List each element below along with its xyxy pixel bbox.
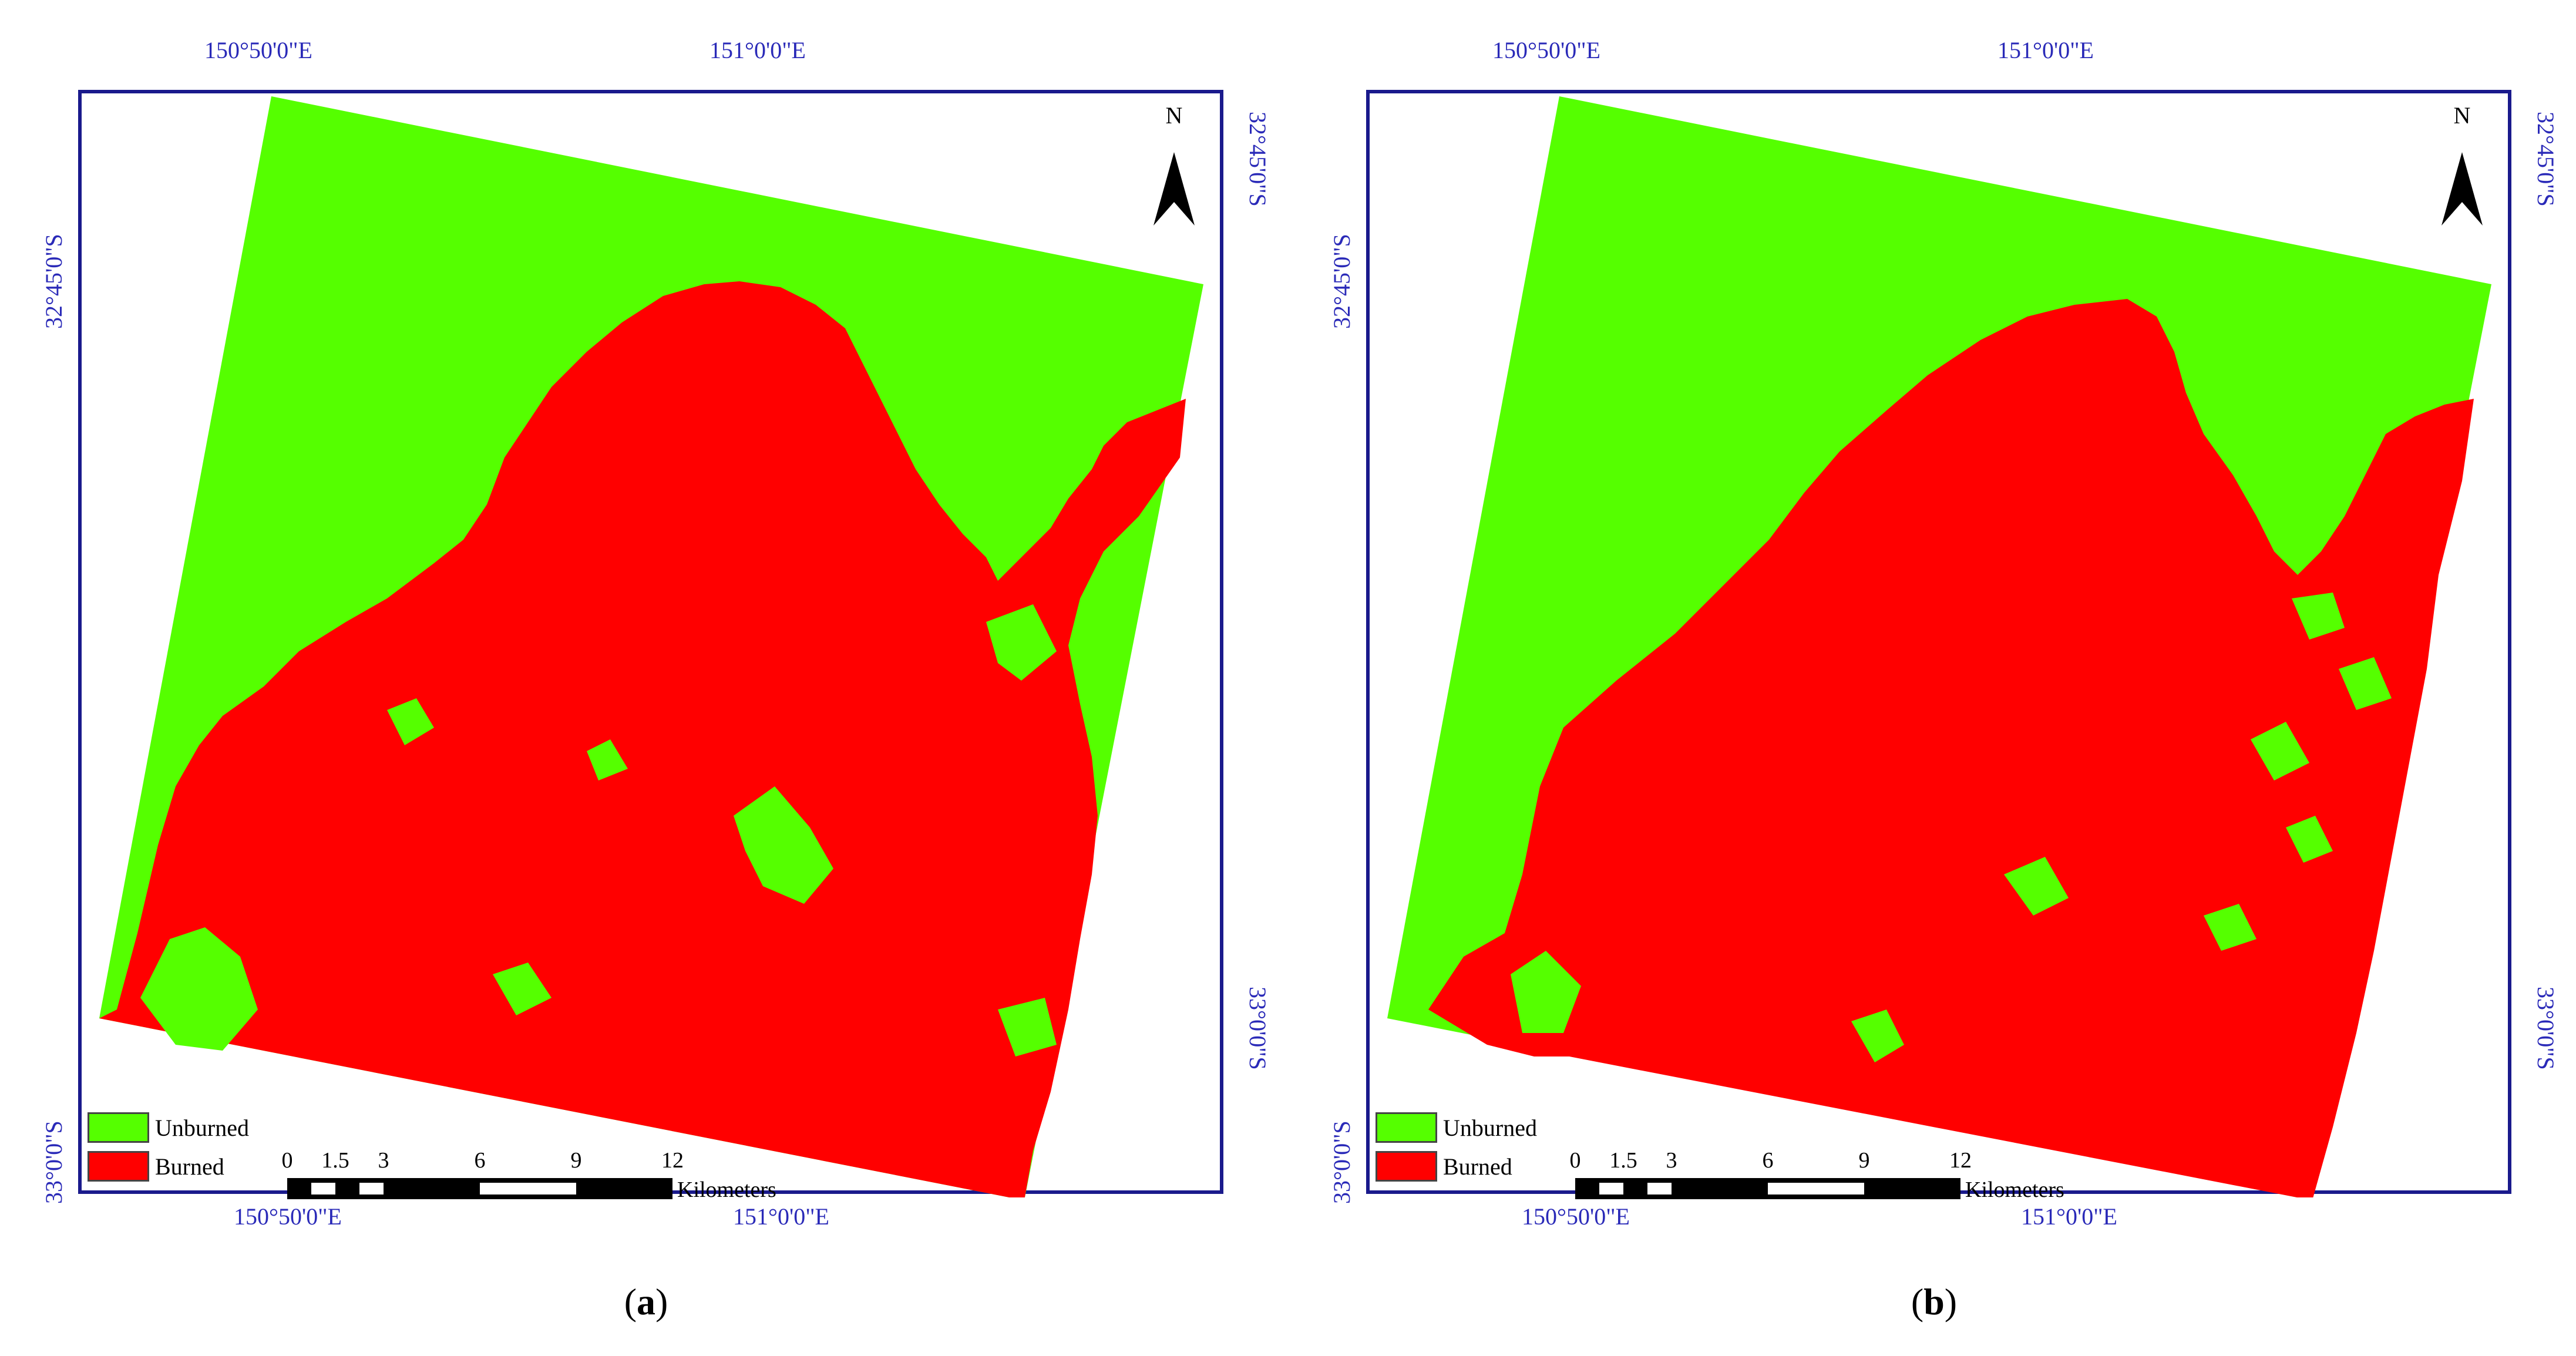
legend-item-unburned: Unburned: [1376, 1112, 1537, 1143]
legend: Unburned Burned: [88, 1112, 249, 1190]
legend-item-burned: Burned: [1376, 1151, 1537, 1182]
top-longitude-label: 151°0'0"E: [1997, 37, 2094, 63]
scale-tick-label: 1.5: [1609, 1148, 1637, 1173]
scale-tick-label: 3: [1666, 1148, 1677, 1173]
unburned-patch: [140, 927, 258, 1051]
burn-classification-map: [99, 96, 1203, 1197]
unburned-patch: [2004, 857, 2069, 916]
unburned-patch: [2251, 722, 2309, 780]
bottom-longitude-label: 150°50'0"E: [234, 1203, 342, 1230]
legend-swatch-burned: [1376, 1151, 1437, 1182]
legend-label: Unburned: [155, 1114, 249, 1141]
legend: Unburned Burned: [1376, 1112, 1537, 1190]
burned-area: [1428, 299, 2474, 1197]
unburned-patch: [493, 963, 551, 1015]
scale-tick-label: 3: [378, 1148, 389, 1173]
bottom-longitude-label: 151°0'0"E: [2021, 1203, 2117, 1230]
legend-label: Burned: [1443, 1153, 1512, 1180]
top-longitude-label: 150°50'0"E: [1492, 37, 1600, 63]
unburned-patch: [1511, 951, 1581, 1033]
scale-bar-segments: [287, 1178, 672, 1199]
unburned-patch: [734, 786, 833, 904]
north-arrow-icon: [1154, 152, 1195, 226]
unburned-patch: [2339, 657, 2392, 710]
unburned-patch: [2204, 904, 2256, 951]
unburned-patch: [2286, 816, 2333, 863]
scale-tick-label: 12: [661, 1148, 684, 1173]
scale-tick-label: 9: [1858, 1148, 1870, 1173]
scale-tick-label: 12: [1949, 1148, 1972, 1173]
panel-caption: (b): [1911, 1281, 1958, 1323]
legend-label: Unburned: [1443, 1114, 1537, 1141]
map-frame: N Unburned Burned 0 1.5 3 6 9 12: [1366, 90, 2511, 1202]
right-latitude-label: 33°0'0"S: [1245, 987, 1271, 1070]
legend-swatch-burned: [88, 1151, 149, 1182]
scale-tick-label: 1.5: [321, 1148, 349, 1173]
right-latitude-label: 33°0'0"S: [2533, 987, 2559, 1070]
top-longitude-label: 150°50'0"E: [204, 37, 312, 63]
bottom-longitude-label: 151°0'0"E: [733, 1203, 829, 1230]
legend-item-burned: Burned: [88, 1151, 249, 1182]
legend-swatch-unburned: [88, 1112, 149, 1143]
left-latitude-label: 33°0'0"S: [1329, 1121, 1355, 1204]
unburned-patch: [986, 604, 1057, 681]
legend-swatch-unburned: [1376, 1112, 1437, 1143]
caption-letter: a: [637, 1281, 655, 1323]
bottom-longitude-label: 150°50'0"E: [1522, 1203, 1630, 1230]
map-panel-a: 150°50'0"E 151°0'0"E 32°45'0"S 33°0'0"S …: [41, 37, 1271, 1323]
caption-letter: b: [1923, 1281, 1945, 1323]
legend-label: Burned: [155, 1153, 224, 1180]
unburned-patch: [587, 739, 628, 780]
north-label: N: [1165, 102, 1183, 129]
right-latitude-label: 32°45'0"S: [1245, 112, 1271, 207]
north-arrow-icon: [2442, 152, 2483, 226]
scale-tick-label: 6: [474, 1148, 486, 1173]
scale-tick-label: 0: [281, 1148, 293, 1173]
scale-tick-label: 0: [1569, 1148, 1581, 1173]
unburned-patch: [1851, 1010, 1904, 1062]
left-latitude-label: 32°45'0"S: [1329, 234, 1355, 329]
unburned-patch: [2292, 593, 2345, 640]
scale-tick-label: 9: [570, 1148, 582, 1173]
top-longitude-label: 151°0'0"E: [709, 37, 806, 63]
scale-unit-label: Kilometers: [677, 1177, 776, 1202]
unburned-patch: [998, 998, 1057, 1056]
scale-tick-label: 6: [1762, 1148, 1774, 1173]
scale-unit-label: Kilometers: [1965, 1177, 2064, 1202]
left-latitude-label: 33°0'0"S: [41, 1121, 67, 1204]
scale-bar-segments: [1575, 1178, 1960, 1199]
burned-area: [99, 281, 1186, 1197]
map-frame: N Unburned Burned 0 1.5 3 6 9 12: [78, 90, 1223, 1202]
left-latitude-label: 32°45'0"S: [41, 234, 67, 329]
legend-item-unburned: Unburned: [88, 1112, 249, 1143]
burn-classification-map: [1387, 96, 2491, 1197]
panel-caption: (a): [624, 1281, 668, 1323]
map-panel-b: 150°50'0"E 151°0'0"E 32°45'0"S 33°0'0"S …: [1288, 0, 2576, 1356]
right-latitude-label: 32°45'0"S: [2533, 112, 2559, 207]
north-label: N: [2453, 102, 2471, 129]
unburned-patch: [387, 698, 434, 745]
